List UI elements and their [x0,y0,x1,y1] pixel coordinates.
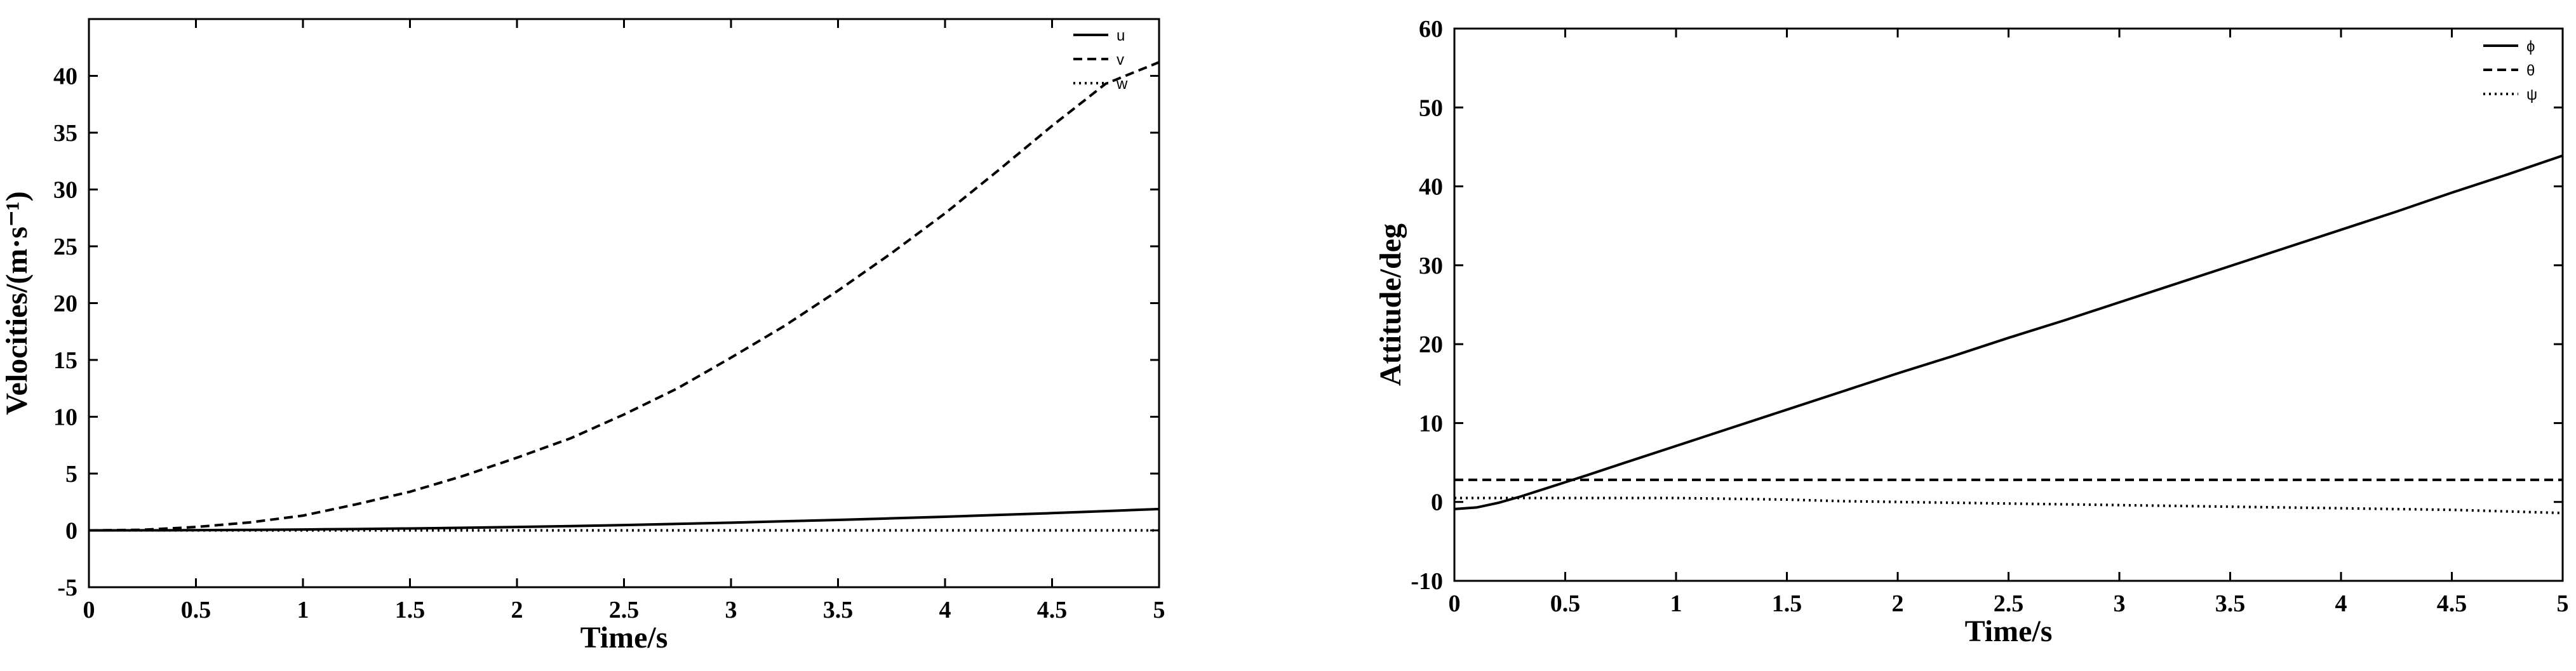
y-axis-title: Velocities/(m·s⁻¹) [0,191,34,415]
x-tick-label: 0.5 [181,597,211,623]
x-axis-title: Time/s [1965,615,2053,648]
y-tick-label: 5 [65,461,77,488]
x-tick-label: 1.5 [1772,590,1802,617]
x-axis-title: Time/s [580,621,668,654]
x-tick-label: 2.5 [1994,590,2024,617]
x-tick-label: 1.5 [395,597,426,623]
x-tick-label: 1 [297,597,309,623]
y-tick-label: 40 [1419,174,1443,201]
x-tick-label: 1 [1670,590,1682,617]
x-tick-label: 2 [511,597,523,623]
x-tick-label: 3.5 [823,597,854,623]
y-axis-title: Attitude/deg [1374,223,1407,386]
series-line-2 [88,61,1160,532]
y-tick-label: 10 [1419,410,1443,437]
x-tick-label: 4.5 [1037,597,1068,623]
legend-label-2: v [1117,51,1124,69]
x-tick-label: 4 [939,597,951,623]
y-tick-label: 10 [53,404,77,431]
y-tick-label: -10 [1411,568,1443,595]
legend-label-1: u [1117,27,1125,44]
y-tick-label: -5 [57,575,77,601]
x-tick-label: 0 [83,597,95,623]
x-tick-label: 0.5 [1550,590,1581,617]
chart-1: 0 0.5 1 1.5 2 2.5 3 3.5 4 4.5 5-50510152025303540T… [0,18,1165,654]
y-tick-label: 35 [53,120,77,147]
y-tick-label: 0 [1431,489,1443,516]
series-line-3 [1454,496,2563,515]
x-tick-label: 3.5 [2215,590,2246,617]
y-tick-label: 25 [53,234,77,260]
legend-label-1: ϕ [2526,38,2535,55]
series-line-1 [1454,154,2563,510]
y-tick-label: 20 [1419,331,1443,358]
y-tick-label: 30 [1419,253,1443,279]
plot-area-frame [88,18,1160,588]
legend-label-2: θ [2526,62,2535,79]
x-tick-label: 2 [1892,590,1904,617]
y-tick-label: 20 [53,291,77,317]
x-tick-label: 4.5 [2437,590,2467,617]
x-tick-label: 0 [1449,590,1461,617]
y-tick-label: 0 [65,518,77,545]
x-tick-label: 2.5 [609,597,640,623]
legend-label-3: ψ [2526,86,2537,103]
x-tick-label: 5 [2557,590,2569,617]
y-tick-label: 60 [1419,16,1443,43]
y-tick-label: 50 [1419,95,1443,121]
x-tick-label: 5 [1153,597,1165,623]
x-tick-label: 3 [2114,590,2126,617]
series-line-1 [88,507,1160,532]
x-tick-label: 4 [2335,590,2347,617]
x-tick-label: 3 [725,597,737,623]
chart-2: 0 0.5 1 1.5 2 2.5 3 3.5 4 4.5 5-100102030405060Tim… [1374,16,2569,648]
legend-label-3: w [1116,76,1128,93]
y-tick-label: 15 [53,347,77,374]
y-tick-label: 30 [53,177,77,204]
y-tick-label: 40 [53,63,77,90]
